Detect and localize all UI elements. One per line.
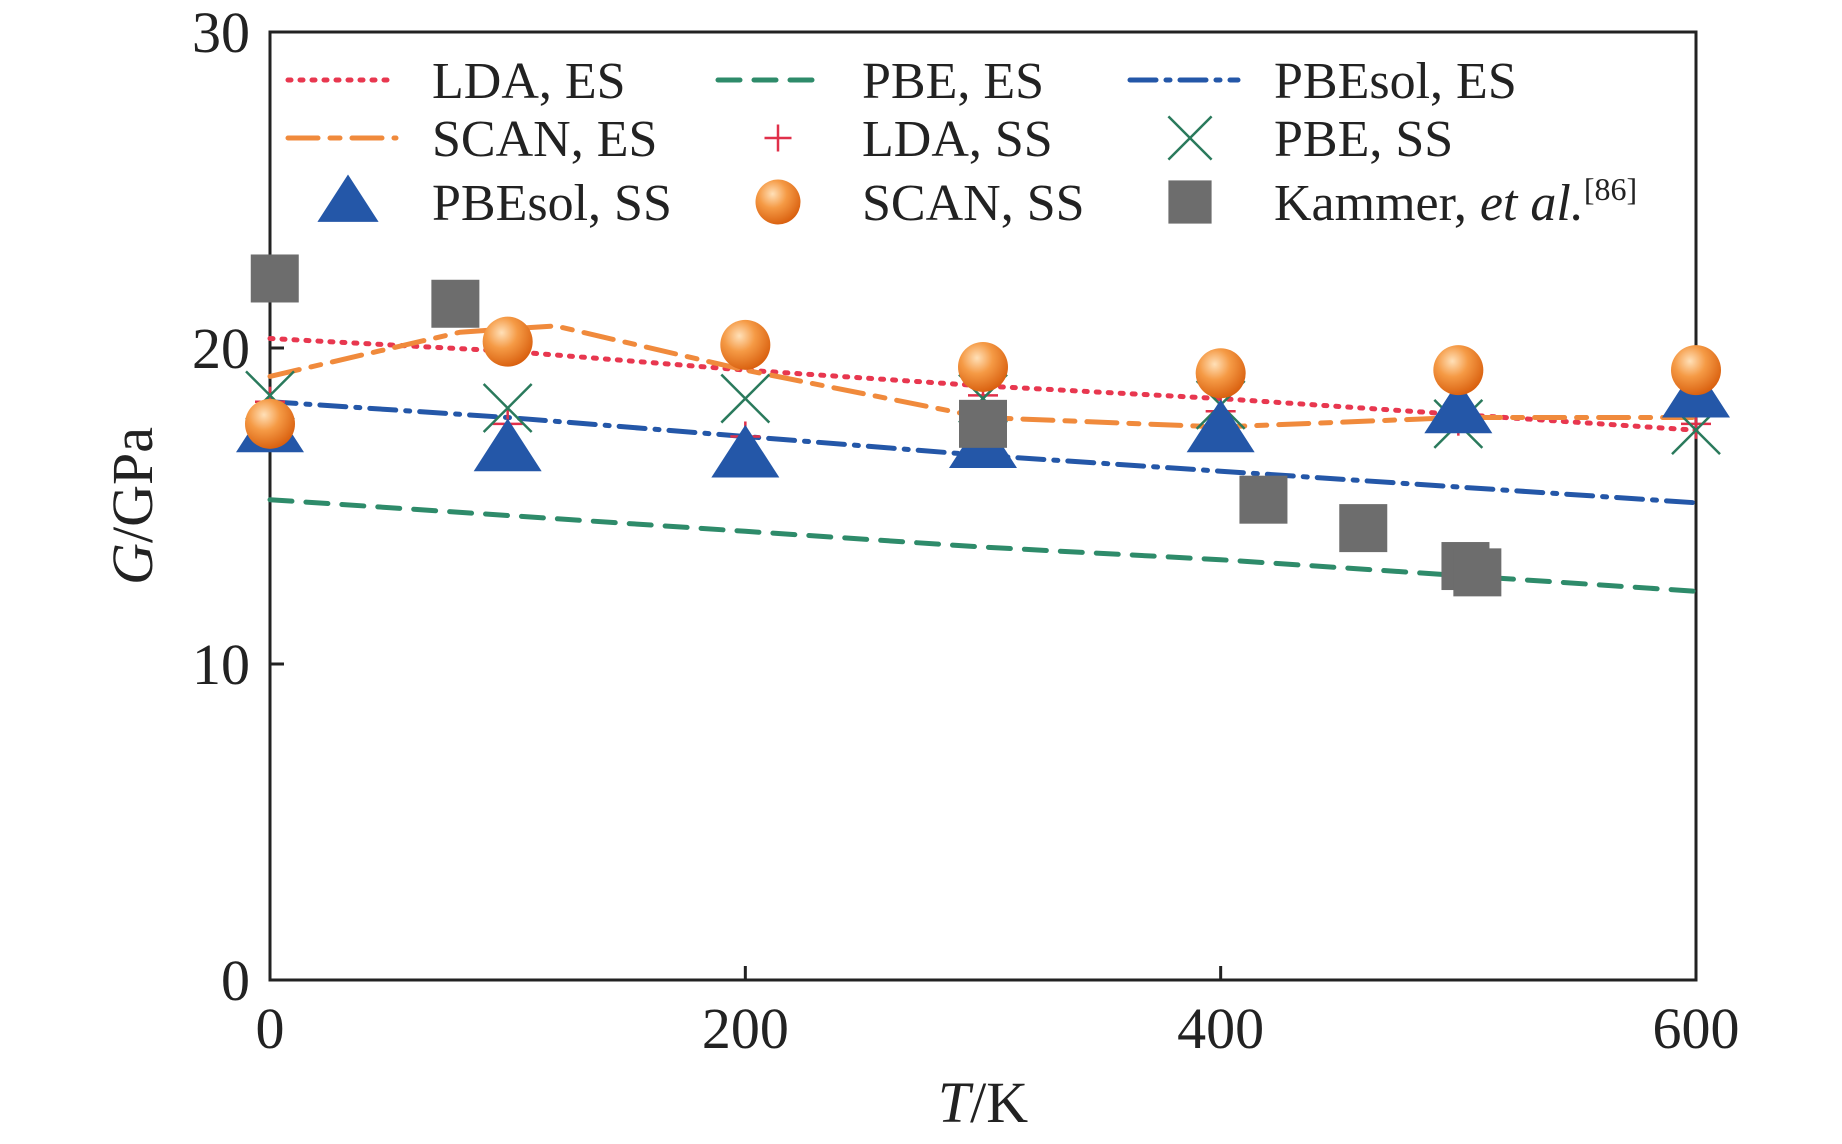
legend-label-kammer-et-al: Kammer, et al.[86] [1274, 171, 1637, 232]
point-kammer-et-al [1239, 475, 1288, 524]
legend-label-pbe-ss: PBE, SS [1274, 111, 1453, 168]
legend-label-lda-ss: LDA, SS [862, 111, 1053, 168]
legend-label-text: PBE, ES [862, 53, 1044, 110]
point-pbe-ss [482, 383, 533, 433]
point-pbesol-ss-shape [1186, 399, 1255, 453]
point-scan-ss [1433, 345, 1484, 396]
axis-ticks [268, 30, 1698, 982]
legend-label-text: PBEsol, ES [1274, 53, 1517, 110]
point-scan-ss-shape [1433, 345, 1484, 396]
legend-label-text: SCAN, ES [432, 111, 657, 168]
x-tick-label: 0 [256, 996, 285, 1061]
point-pbesol-ss-shape [1424, 380, 1493, 434]
legend-swatch-pbe-ss [1167, 115, 1213, 161]
point-scan-ss [1195, 348, 1246, 399]
legend-item-scan-ss: SCAN, SS [755, 175, 1085, 232]
legend-label-text: LDA, SS [862, 111, 1053, 168]
point-pbesol-ss [473, 418, 542, 472]
legend-swatch-pbe-ss-b [1167, 115, 1213, 161]
point-scan-ss [482, 316, 533, 367]
legend-item-lda-ss: LDA, SS [764, 111, 1053, 168]
point-pbe-ss-b [482, 383, 533, 433]
legend-label-pbe-es: PBE, ES [862, 53, 1044, 110]
legend-item-kammer-et-al: Kammer, et al.[86] [1168, 171, 1637, 232]
point-scan-ss-shape [720, 319, 771, 370]
point-kammer-et-al [1339, 504, 1388, 553]
y-axis-label-rest: /GPa [100, 427, 165, 543]
legend-item-pbe-es: PBE, ES [715, 53, 1044, 110]
x-axis-label-rest: /K [970, 1070, 1028, 1135]
x-axis-label: T/K [938, 1070, 1028, 1135]
point-scan-ss [245, 398, 295, 449]
point-pbesol-ss-shape [711, 424, 780, 478]
plot-frame [268, 30, 1698, 982]
point-pbesol-ss-shape [473, 418, 542, 472]
legend-label-text: LDA, ES [432, 53, 626, 110]
legend-label-pbesol-es: PBEsol, ES [1274, 53, 1517, 110]
legend-swatch-pbesol-ss [317, 174, 379, 222]
y-axis-label-italic: G [100, 543, 165, 585]
legend-label-scan-es: SCAN, ES [432, 111, 657, 168]
x-tick-label: 600 [1653, 996, 1740, 1061]
point-pbesol-ss [1186, 399, 1255, 453]
series-markers [236, 254, 1730, 597]
x-tick-label: 400 [1177, 996, 1264, 1061]
legend-swatch-pbesol-ss-shape [317, 174, 379, 222]
point-scan-ss-shape [245, 398, 295, 449]
legend-label-pbesol-ss: PBEsol, SS [432, 175, 672, 232]
point-pbe-ss-b [720, 373, 771, 424]
series-line-scan-es [267, 323, 1699, 430]
legend-label-text: PBE, SS [1274, 111, 1453, 168]
point-scan-ss-shape [1195, 348, 1246, 399]
legend-label-text: Kammer, [1274, 175, 1480, 232]
legend-item-scan-es: SCAN, ES [285, 111, 657, 168]
y-tick-label: 20 [192, 316, 250, 381]
point-pbe-ss [720, 373, 771, 424]
legend-item-pbesol-ss: PBEsol, SS [317, 174, 672, 232]
point-kammer-et-al [1453, 548, 1502, 597]
point-pbesol-ss [711, 424, 780, 478]
x-axis-label-italic: T [938, 1070, 974, 1135]
legend-swatch-kammer-et-al-shape [1168, 180, 1212, 224]
legend-item-pbesol-es: PBEsol, ES [1127, 53, 1517, 110]
point-kammer-et-al-shape [431, 279, 480, 328]
point-scan-ss [720, 319, 771, 370]
legend-label-lda-es: LDA, ES [432, 53, 626, 110]
legend-item-lda-es: LDA, ES [285, 53, 626, 110]
point-scan-ss-shape [1671, 345, 1721, 396]
point-scan-ss-shape [482, 316, 533, 367]
point-kammer-et-al-shape [1453, 548, 1502, 597]
point-kammer-et-al-shape [250, 254, 299, 303]
legend-label-scan-ss: SCAN, SS [862, 175, 1085, 232]
point-kammer-et-al-shape [1339, 504, 1388, 553]
legend-swatch-scan-ss [755, 179, 801, 225]
legend-label-italic: et al. [1480, 175, 1584, 232]
x-tick-label: 200 [702, 996, 789, 1061]
legend: LDA, ES PBE, ES PBEsol, ES SCAN, ES LDA, SS P… [285, 53, 1637, 232]
y-axis-label: G/GPa [100, 427, 165, 585]
point-kammer-et-al-shape [1239, 475, 1288, 524]
legend-item-pbe-ss: PBE, SS [1167, 111, 1453, 168]
point-kammer-et-al-shape [959, 399, 1007, 448]
point-scan-ss [958, 341, 1008, 392]
point-kammer-et-al [959, 399, 1007, 448]
y-tick-label: 10 [192, 632, 250, 697]
legend-label-sup: [86] [1584, 171, 1637, 207]
y-tick-label: 30 [192, 0, 250, 65]
legend-label-text: SCAN, SS [862, 175, 1085, 232]
point-kammer-et-al [431, 279, 480, 328]
point-pbesol-ss [1424, 380, 1493, 434]
legend-swatch-scan-ss-shape [755, 179, 801, 225]
point-kammer-et-al [250, 254, 299, 303]
legend-swatch-lda-ss [764, 124, 792, 152]
axis-tick-labels: 0 200 400 600 0 10 20 30 [192, 0, 1740, 1061]
y-tick-label: 0 [221, 948, 250, 1013]
legend-swatch-kammer-et-al [1168, 180, 1212, 224]
point-scan-ss [1671, 345, 1721, 396]
point-scan-ss-shape [958, 341, 1008, 392]
legend-label-text: PBEsol, SS [432, 175, 672, 232]
